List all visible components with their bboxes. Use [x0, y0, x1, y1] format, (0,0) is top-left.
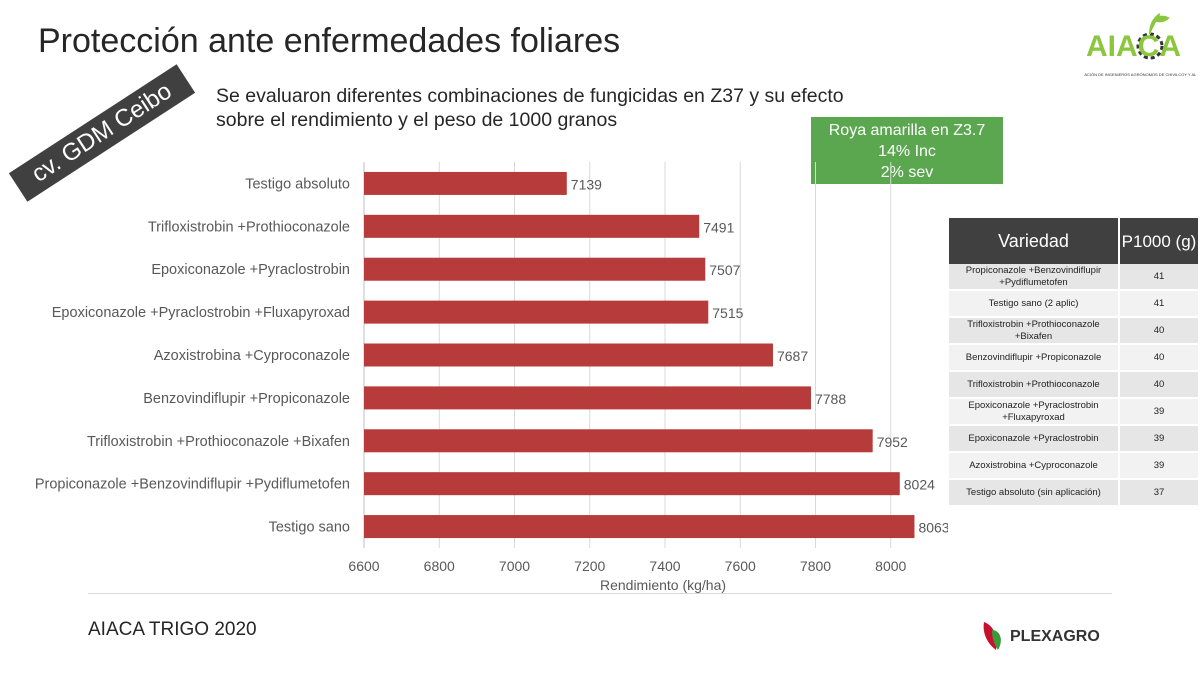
category-label: Testigo absoluto	[245, 176, 350, 192]
roya-line-3: 2% sev	[880, 164, 934, 181]
x-tick-label: 6600	[348, 558, 379, 574]
footer-text: AIACA TRIGO 2020	[88, 619, 257, 640]
table-row: Testigo sano (2 aplic) 41	[949, 290, 1198, 318]
footer-divider	[88, 593, 1112, 594]
table-header-p1000: P1000 (g)	[1119, 218, 1198, 264]
data-label: 7788	[815, 391, 846, 407]
page-title: Protección ante enfermedades foliares	[38, 22, 621, 60]
table-cell-variedad: Epoxiconazole +Pyraclostrobin	[949, 425, 1120, 453]
category-label: Epoxiconazole +Pyraclostrobin	[151, 262, 350, 278]
yield-bar-chart: 660068007000720074007600780080008200Rend…	[35, 162, 948, 593]
bar	[364, 214, 700, 238]
table-header-row: Variedad P1000 (g)	[949, 218, 1198, 264]
x-tick-label: 7200	[574, 558, 605, 574]
bar	[364, 300, 709, 324]
category-label: Testigo sano	[269, 520, 350, 536]
data-label: 7507	[709, 262, 740, 278]
subtitle: Se evaluaron diferentes combinaciones de…	[216, 85, 844, 131]
x-tick-label: 7600	[725, 558, 756, 574]
plexagro-logo: PLEXAGRO	[983, 622, 1100, 650]
data-label: 7139	[571, 176, 602, 192]
table-row: Epoxiconazole +Pyraclostrobin 39	[949, 425, 1198, 453]
roya-info-box: Roya amarilla en Z3.7 14% Inc 2% sev	[811, 117, 1003, 184]
aiaca-logo: AIACA ASOCIACIÓN DE INGENIEROS AGRÓNOMOS…	[1084, 13, 1196, 77]
table-row: Propiconazole +Benzovindiflupir +Pydiflu…	[949, 264, 1198, 291]
table-row: Trifloxistrobin +Prothioconazole 40	[949, 371, 1198, 399]
x-tick-label: 7000	[499, 558, 530, 574]
table-cell-variedad: Trifloxistrobin +Prothioconazole	[949, 371, 1120, 399]
plexagro-logo-name: PLEXAGRO	[1010, 628, 1100, 645]
roya-line-1: Roya amarilla en Z3.7	[828, 122, 986, 139]
table-cell-p1000: 41	[1119, 290, 1198, 318]
bar	[364, 343, 773, 367]
data-label: 8063	[918, 520, 948, 536]
table-cell-p1000: 37	[1119, 479, 1198, 507]
table-row: Azoxistrobina +Cyproconazole 39	[949, 452, 1198, 480]
bar	[364, 429, 873, 453]
category-label: Trifloxistrobin +Prothioconazole	[148, 219, 350, 235]
aiaca-logo-caption: ASOCIACIÓN DE INGENIEROS AGRÓNOMOS DE CH…	[1084, 72, 1196, 77]
table-cell-p1000: 40	[1119, 317, 1198, 345]
category-label: Azoxistrobina +Cyproconazole	[154, 348, 350, 364]
x-tick-label: 7800	[800, 558, 831, 574]
x-tick-label: 6800	[424, 558, 455, 574]
data-label: 7515	[712, 305, 743, 321]
table-cell-p1000: 40	[1119, 371, 1198, 399]
table-header-variedad: Variedad	[949, 218, 1120, 264]
table-row: Trifloxistrobin +Prothioconazole +Bixafe…	[949, 317, 1198, 345]
table-cell-p1000: 39	[1119, 398, 1198, 426]
table-cell-p1000: 39	[1119, 425, 1198, 453]
bar	[364, 257, 706, 281]
data-label: 7952	[877, 434, 908, 450]
table-cell-variedad: Epoxiconazole +Pyraclostrobin +Fluxapyro…	[949, 398, 1120, 426]
data-label: 7687	[777, 348, 808, 364]
roya-line-2: 14% Inc	[878, 143, 936, 160]
table-cell-p1000: 41	[1119, 264, 1198, 291]
table-cell-variedad: Testigo absoluto (sin aplicación)	[949, 479, 1120, 507]
category-label: Propiconazole +Benzovindiflupir +Pydiflu…	[35, 477, 350, 493]
x-tick-label: 8000	[875, 558, 906, 574]
table-cell-variedad: Propiconazole +Benzovindiflupir +Pydiflu…	[949, 264, 1120, 291]
bar	[364, 171, 567, 195]
x-axis-title: Rendimiento (kg/ha)	[600, 577, 726, 593]
category-label: Trifloxistrobin +Prothioconazole +Bixafe…	[87, 434, 350, 450]
bar	[364, 515, 915, 539]
table-row: Benzovindiflupir +Propiconazole 40	[949, 344, 1198, 372]
x-tick-label: 7400	[649, 558, 680, 574]
table-cell-p1000: 39	[1119, 452, 1198, 480]
aiaca-logo-name: AIACA	[1086, 30, 1181, 63]
bar	[364, 472, 900, 496]
table-row: Testigo absoluto (sin aplicación) 37	[949, 479, 1198, 507]
table-cell-variedad: Trifloxistrobin +Prothioconazole +Bixafe…	[949, 317, 1120, 345]
category-label: Benzovindiflupir +Propiconazole	[143, 391, 350, 407]
table-row: Epoxiconazole +Pyraclostrobin +Fluxapyro…	[949, 398, 1198, 426]
plexagro-leaf-icon	[983, 622, 997, 650]
sprout-icon	[1149, 13, 1170, 35]
plexagro-leaf-icon-2	[992, 630, 1001, 650]
table-cell-variedad: Azoxistrobina +Cyproconazole	[949, 452, 1120, 480]
p1000-table: Variedad P1000 (g) Propiconazole +Benzov…	[949, 218, 1198, 507]
data-label: 8024	[904, 477, 935, 493]
data-label: 7491	[703, 219, 734, 235]
table-cell-variedad: Benzovindiflupir +Propiconazole	[949, 344, 1120, 372]
bar	[364, 386, 811, 410]
table-cell-p1000: 40	[1119, 344, 1198, 372]
table-cell-variedad: Testigo sano (2 aplic)	[949, 290, 1120, 318]
category-label: Epoxiconazole +Pyraclostrobin +Fluxapyro…	[52, 305, 350, 321]
